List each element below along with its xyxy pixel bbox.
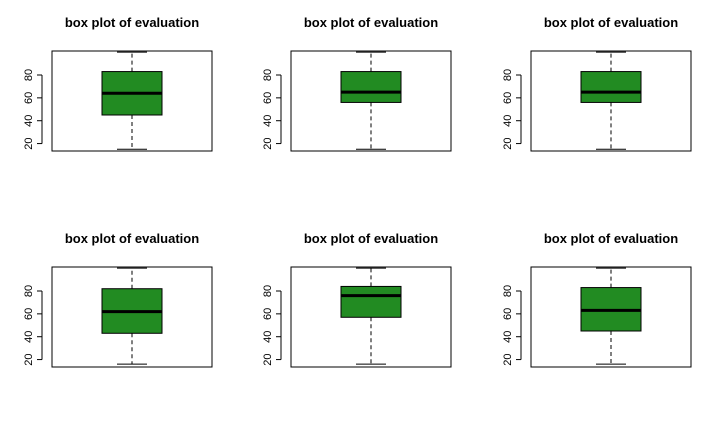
y-tick-label: 60 (23, 92, 35, 104)
y-tick-label: 60 (502, 308, 514, 320)
plot-frame (290, 266, 452, 368)
y-tick-label: 80 (262, 285, 274, 297)
chart-panel-4: box plot of evaluation 20 40 60 80 (23, 231, 213, 368)
y-tick-label: 40 (502, 331, 514, 343)
iqr-box (340, 285, 402, 318)
chart-title: box plot of evaluation (544, 231, 678, 246)
y-tick-label: 40 (23, 115, 35, 127)
y-tick-label: 60 (23, 308, 35, 320)
y-tick-label: 40 (502, 115, 514, 127)
chart-panel-6: box plot of evaluation 20 40 60 80 (502, 231, 692, 368)
plot-frame (51, 266, 213, 368)
y-tick-label: 80 (23, 69, 35, 81)
y-tick-label: 60 (262, 92, 274, 104)
y-tick-label: 80 (502, 69, 514, 81)
chart-title: box plot of evaluation (304, 231, 438, 246)
chart-panel-1: box plot of evaluation 20 40 60 80 (23, 15, 213, 152)
chart-title: box plot of evaluation (304, 15, 438, 30)
y-tick-label: 20 (23, 353, 35, 365)
y-tick-label: 20 (262, 353, 274, 365)
chart-panel-3: box plot of evaluation 20 40 60 80 (502, 15, 692, 152)
y-tick-label: 20 (502, 137, 514, 149)
y-tick-label: 20 (502, 353, 514, 365)
y-tick-label: 20 (262, 137, 274, 149)
plot-frame (51, 50, 213, 152)
plot-frame (530, 50, 692, 152)
plot-frame (290, 50, 452, 152)
chart-title: box plot of evaluation (544, 15, 678, 30)
y-tick-label: 80 (262, 69, 274, 81)
y-tick-label: 20 (23, 137, 35, 149)
chart-title: box plot of evaluation (65, 231, 199, 246)
y-tick-label: 80 (502, 285, 514, 297)
chart-panel-5: box plot of evaluation 20 40 60 80 (262, 231, 452, 368)
iqr-box (340, 71, 402, 103)
iqr-box (580, 71, 642, 103)
y-tick-label: 60 (262, 308, 274, 320)
y-tick-label: 40 (23, 331, 35, 343)
chart-panel-2: box plot of evaluation 20 40 60 80 (262, 15, 452, 152)
plot-frame (530, 266, 692, 368)
y-tick-label: 40 (262, 115, 274, 127)
y-tick-label: 80 (23, 285, 35, 297)
y-tick-label: 40 (262, 331, 274, 343)
y-tick-label: 60 (502, 92, 514, 104)
chart-title: box plot of evaluation (65, 15, 199, 30)
